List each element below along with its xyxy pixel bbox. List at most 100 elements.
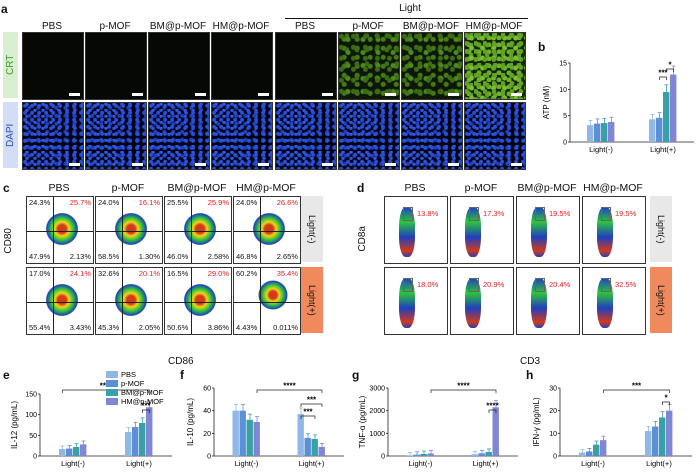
bar (232, 410, 239, 456)
scale-bar (448, 93, 459, 96)
bar (304, 437, 311, 456)
crt-micrograph (275, 32, 337, 100)
light-bracket-line (285, 18, 528, 19)
crt-micrograph (22, 32, 84, 100)
scale-bar (385, 163, 396, 166)
light-plus-box: Light(+) (650, 267, 672, 333)
cd8-plot: 20.4% (516, 267, 580, 335)
gate-horizontal (27, 302, 93, 304)
quadrant-lr: 2.58% (207, 252, 229, 261)
significance-bracket (666, 68, 674, 72)
bar (659, 417, 666, 456)
bar (80, 444, 87, 456)
density-blob (108, 206, 154, 252)
significance-stars: *** (632, 382, 642, 391)
dapi-micrograph (22, 102, 84, 170)
significance-bracket (659, 76, 667, 80)
significance-bracket (662, 401, 670, 405)
density-blob (252, 274, 294, 316)
cd8-plot: 13.8% (384, 196, 448, 264)
legend-swatch (106, 389, 118, 396)
x-tick-label: Light(+) (646, 459, 672, 468)
gate-vertical (191, 197, 193, 263)
y-tick-label: 20 (549, 408, 557, 415)
crt-micrograph (85, 32, 147, 100)
significance-stars: *** (141, 402, 151, 411)
micro-col-header: PBS (41, 21, 62, 32)
dapi-micrograph (401, 102, 463, 170)
bar (666, 410, 673, 456)
scale-bar (258, 93, 269, 96)
quadrant-ul: 25.5% (167, 198, 189, 207)
crt-micrograph (338, 32, 400, 100)
legend-label: PBS (121, 370, 136, 379)
scale-bar (69, 163, 80, 166)
y-axis-label: IL-10 (pg/mL) (186, 398, 195, 446)
quadrant-ur: 16.1% (138, 198, 160, 207)
significance-stars: * (668, 61, 672, 70)
quadrant-ll: 46.8% (236, 252, 258, 261)
flow-plot: 24.0% 16.1% 58.5% 1.30% (95, 196, 163, 264)
y-tick-label: 40 (203, 408, 211, 415)
significance-stars: *** (303, 408, 313, 417)
significance-stars: **** (486, 402, 499, 411)
gate-vertical (53, 197, 55, 263)
row-label-crt: CRT (3, 32, 18, 98)
light-plus-box: Light(+) (301, 267, 323, 333)
micro-col-header: BM@p-MOF (149, 21, 207, 32)
quadrant-ll: 47.9% (29, 252, 51, 261)
y-tick-label: 20 (203, 431, 211, 438)
bar (253, 422, 260, 456)
bar (670, 74, 677, 142)
quadrant-ur: 24.1% (69, 269, 91, 278)
quadrant-ul: 16.5% (167, 269, 189, 278)
bar (246, 419, 253, 456)
cd8-gate (601, 278, 611, 292)
cd8-plot: 19.5% (516, 196, 580, 264)
significance-stars: *** (658, 69, 668, 78)
flow-col-header: BM@p-MOF (517, 182, 577, 194)
y-tick-label: 2000 (369, 408, 385, 415)
panel-label-h: h (526, 368, 534, 382)
flow-plot: 60.2% 35.4% 4.43% 0.011% (233, 267, 301, 335)
dapi-micrograph (338, 102, 400, 170)
y-axis-label: ATP (nM) (542, 85, 551, 119)
flow-plot: 24.3% 25.7% 47.9% 2.13% (26, 196, 94, 264)
cd8-percent: 19.5% (615, 209, 637, 218)
y-axis-label: IFN-γ (pg/mL) (532, 397, 541, 447)
crt-micrograph (464, 32, 526, 100)
bar (311, 439, 318, 456)
bar (586, 451, 593, 456)
quadrant-ur: 35.4% (276, 269, 298, 278)
y-tick-label: 10 (559, 87, 567, 94)
quadrant-ur: 25.7% (69, 198, 91, 207)
light-minus-box: Light(-) (301, 196, 323, 262)
quadrant-ur: 26.6% (276, 198, 298, 207)
quadrant-lr: 2.05% (138, 323, 160, 332)
quadrant-ll: 58.5% (98, 252, 120, 261)
significance-bracket (256, 389, 323, 393)
quadrant-ll: 50.6% (167, 323, 189, 332)
legend-swatch (106, 380, 118, 387)
bar (59, 448, 66, 456)
bar (656, 117, 663, 142)
bar (579, 452, 586, 456)
bar (663, 91, 670, 142)
y-tick-label: 0 (563, 140, 567, 147)
quadrant-lr: 1.30% (138, 252, 160, 261)
y-tick-label: 150 (25, 392, 37, 399)
quadrant-ll: 46.0% (167, 252, 189, 261)
panel-label-f: f (180, 368, 184, 382)
y-axis-label: TNF-α (pg/mL) (358, 395, 367, 448)
y-tick-label: 50 (29, 433, 37, 440)
micro-col-header: BM@p-MOF (402, 21, 460, 32)
quadrant-ul: 32.6% (98, 269, 120, 278)
flow-col-header: p-MOF (464, 182, 498, 194)
y-axis-label: IL-12 (pg/mL) (10, 401, 19, 449)
panel-c-ylabel: CD80 (3, 228, 14, 254)
micro-col-header: HM@p-MOF (212, 21, 270, 32)
crt-micrograph (401, 32, 463, 100)
significance-stars: *** (307, 396, 317, 405)
bar (66, 448, 73, 456)
